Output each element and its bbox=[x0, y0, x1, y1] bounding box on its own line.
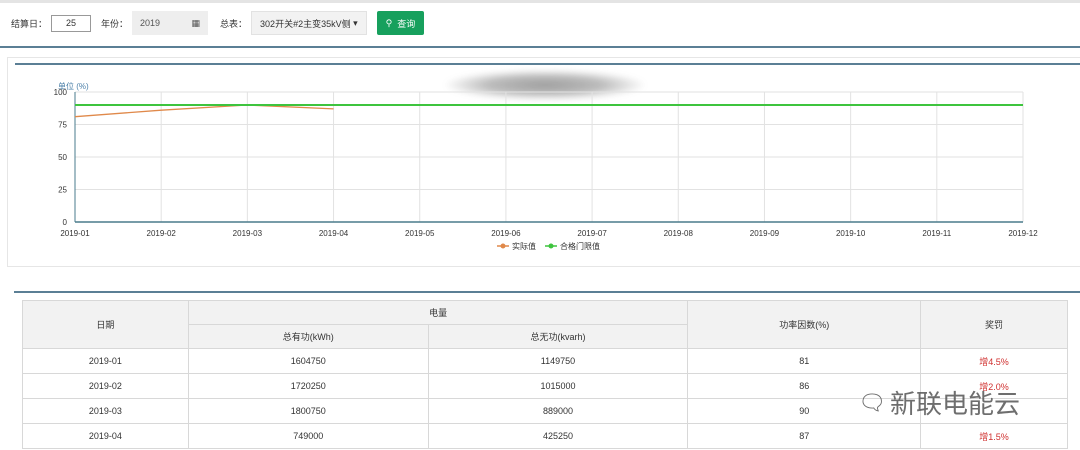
series-line-0 bbox=[74, 104, 334, 118]
x-tick-label: 2019-06 bbox=[491, 229, 521, 238]
cell-reward: 增2.0% bbox=[920, 373, 1068, 399]
y-tick-label: 50 bbox=[58, 153, 67, 162]
x-tick-label: 2019-09 bbox=[750, 229, 780, 238]
search-icon: ⚲ bbox=[385, 17, 393, 28]
y-tick-label: 25 bbox=[58, 186, 67, 195]
cell-power-factor: 90 bbox=[687, 398, 922, 424]
table-row: 2019-02 1720250 1015000 86 增2.0% bbox=[22, 373, 1068, 399]
year-picker[interactable]: 2019 ▦ bbox=[132, 11, 209, 35]
watermark-logo: 🗨 新联电能云 bbox=[858, 389, 1020, 419]
x-tick-label: 2019-04 bbox=[319, 229, 349, 238]
settlement-day-input[interactable]: 25 bbox=[51, 14, 92, 32]
query-label: 查询 bbox=[397, 18, 416, 29]
calendar-icon[interactable]: ▦ bbox=[191, 17, 201, 28]
divider bbox=[0, 46, 1080, 48]
x-tick-label: 2019-11 bbox=[922, 229, 951, 238]
header-active: 总有功(kWh) bbox=[187, 324, 429, 349]
cell-reward: 增4.5% bbox=[920, 348, 1068, 374]
header-reactive: 总无功(kvarh) bbox=[427, 324, 689, 349]
cell-reactive: 425250 bbox=[427, 423, 689, 449]
cell-active: 1720250 bbox=[187, 373, 429, 399]
x-tick-label: 2019-02 bbox=[147, 229, 177, 238]
x-tick-label: 2019-08 bbox=[664, 229, 694, 238]
wechat-icon: 🗨 bbox=[858, 389, 886, 415]
power-factor-chart: 0 25 50 75 100 2019-01 2019-02 2019-03 2019-04 20… bbox=[54, 81, 1039, 251]
meter-value: 302开关#2主变35kV侧 bbox=[260, 18, 351, 29]
table-row: 2019-03 1800750 889000 90 bbox=[22, 398, 1068, 424]
caret-down-icon: ▾ bbox=[353, 17, 358, 28]
cell-reward: 增1.5% bbox=[920, 423, 1068, 449]
header-date: 日期 bbox=[22, 300, 189, 349]
cell-power-factor: 81 bbox=[687, 348, 922, 374]
cell-reactive: 1015000 bbox=[427, 373, 689, 399]
table-row: 2019-04 749000 425250 87 增1.5% bbox=[22, 423, 1068, 449]
x-tick-label: 2019-12 bbox=[1008, 229, 1038, 238]
divider bbox=[14, 291, 1080, 293]
cell-power-factor: 86 bbox=[687, 373, 922, 399]
legend-marker-1 bbox=[548, 243, 554, 249]
y-tick-label: 100 bbox=[54, 88, 68, 97]
x-tick-label: 2019-10 bbox=[836, 229, 866, 238]
year-value: 2019 bbox=[140, 18, 161, 28]
blurred-chart-title bbox=[445, 70, 645, 100]
meter-select[interactable]: 302开关#2主变35kV侧 ▾ bbox=[251, 11, 367, 35]
cell-date: 2019-01 bbox=[22, 348, 189, 374]
meter-label: 总表： bbox=[220, 18, 248, 29]
cell-active: 749000 bbox=[187, 423, 429, 449]
year-label: 年份： bbox=[101, 18, 129, 29]
x-tick-label: 2019-05 bbox=[405, 229, 435, 238]
cell-active: 1604750 bbox=[187, 348, 429, 374]
x-tick-label: 2019-01 bbox=[60, 229, 90, 238]
y-tick-label: 75 bbox=[58, 121, 67, 130]
legend-label-0: 实际值 bbox=[512, 241, 536, 251]
cell-date: 2019-03 bbox=[22, 398, 189, 424]
legend-marker-0 bbox=[500, 243, 506, 249]
top-border bbox=[0, 0, 1080, 3]
y-axis-label: 单位 (%) bbox=[58, 81, 89, 91]
query-button[interactable]: ⚲ 查询 bbox=[376, 11, 425, 35]
settlement-day-label: 结算日： bbox=[11, 18, 48, 29]
y-tick-label: 0 bbox=[63, 218, 68, 227]
header-energy: 电量 bbox=[187, 300, 689, 325]
cell-date: 2019-02 bbox=[22, 373, 189, 399]
cell-date: 2019-04 bbox=[22, 423, 189, 449]
x-tick-label: 2019-07 bbox=[577, 229, 607, 238]
data-table: 日期 电量 功率因数(%) 奖罚 总有功(kWh) 总无功(kvarh) 201… bbox=[22, 300, 1068, 449]
header-reward: 奖罚 bbox=[920, 300, 1068, 349]
header-power-factor: 功率因数(%) bbox=[687, 300, 922, 349]
cell-power-factor: 87 bbox=[687, 423, 922, 449]
cell-reactive: 1149750 bbox=[427, 348, 689, 374]
filter-toolbar: 结算日： 25 年份： 2019 ▦ 总表： 302开关#2主变35kV侧 ▾ ⚲… bbox=[0, 10, 425, 36]
chart-panel bbox=[7, 57, 1080, 267]
legend-label-1: 合格门限值 bbox=[560, 241, 600, 251]
cell-active: 1800750 bbox=[187, 398, 429, 424]
cell-reactive: 889000 bbox=[427, 398, 689, 424]
x-tick-label: 2019-03 bbox=[233, 229, 263, 238]
table-row: 2019-01 1604750 1149750 81 增4.5% bbox=[22, 348, 1068, 374]
cell-reward bbox=[920, 398, 1068, 424]
